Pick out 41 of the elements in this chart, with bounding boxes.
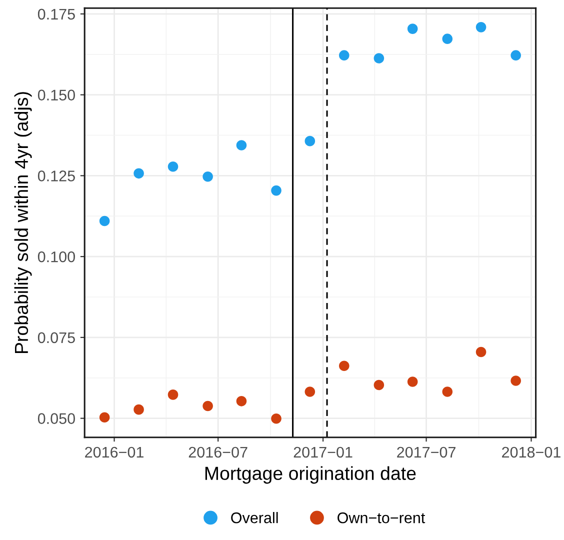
point (338, 360, 350, 372)
y-tick-label: 0.125 (38, 170, 75, 182)
point (202, 400, 213, 412)
point (134, 404, 144, 415)
point (442, 386, 453, 397)
point (407, 24, 418, 34)
point (236, 140, 247, 150)
point (510, 376, 521, 386)
point (476, 22, 486, 32)
point (202, 172, 213, 182)
y-tick-label: 0.150 (38, 90, 75, 100)
point (168, 161, 178, 172)
point (374, 380, 384, 390)
point (99, 216, 110, 226)
point (271, 413, 282, 424)
x-tick-label: 2018−01 (502, 446, 560, 458)
point (271, 185, 282, 196)
point (304, 136, 316, 146)
point (407, 376, 418, 387)
point (338, 50, 350, 60)
legend-label: Overall (231, 512, 278, 524)
y-axis-title: Probability sold within 4yr (adjs) (14, 92, 32, 354)
point (374, 53, 384, 64)
point (476, 346, 486, 358)
y-tick-label: 0.075 (38, 332, 75, 344)
y-tick-label: 0.050 (38, 413, 75, 424)
x-tick-label: 2017−01 (294, 446, 352, 458)
y-tick-label: 0.100 (38, 251, 75, 262)
x-tick-label: 2016−07 (188, 446, 248, 458)
x-tick-label: 2016−01 (85, 446, 144, 458)
x-axis-title: Mortgage origination date (205, 466, 416, 484)
point (304, 386, 316, 397)
point (236, 396, 247, 406)
point (442, 34, 453, 44)
x-tick-label: 2017−07 (397, 446, 456, 458)
y-tick-label: 0.175 (38, 8, 75, 20)
point (99, 412, 110, 422)
point (510, 50, 521, 60)
point (168, 390, 178, 400)
legend-label: Own−to−rent (338, 512, 426, 524)
point (134, 168, 144, 179)
